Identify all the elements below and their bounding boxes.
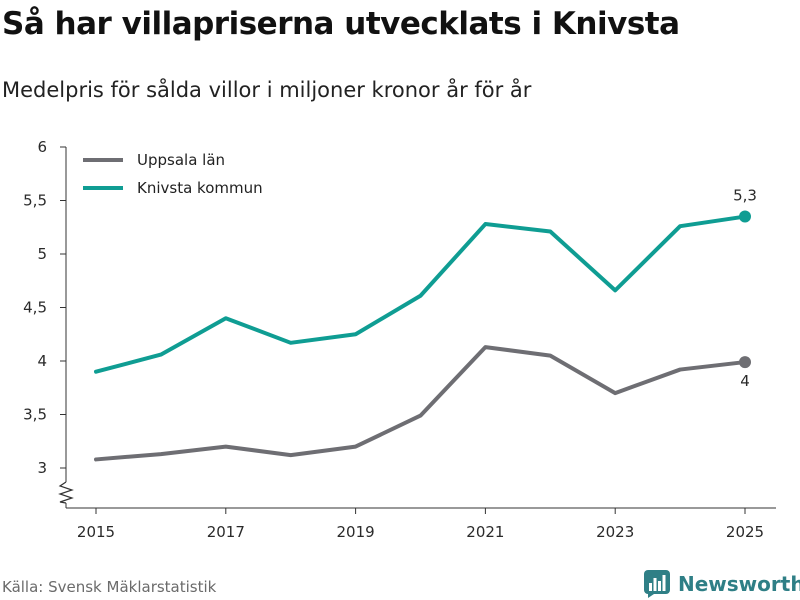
legend-label: Uppsala län — [137, 151, 225, 169]
x-axis: 2015 2017 2019 2021 2023 2025 — [66, 507, 776, 541]
axis-break-marker — [58, 481, 74, 504]
legend: Uppsala län Knivsta kommun — [76, 146, 293, 202]
chart-title: Så har villapriserna utvecklats i Knivst… — [2, 6, 680, 42]
x-tick-label: 2017 — [207, 523, 245, 541]
y-tick-label: 4,5 — [23, 299, 47, 317]
series-end-label: 5,3 — [733, 187, 757, 205]
source-note: Källa: Svensk Mäklarstatistik — [2, 578, 217, 596]
legend-background — [76, 146, 293, 202]
series-end-point — [739, 210, 751, 223]
y-tick-label: 3,5 — [23, 406, 47, 424]
y-tick-label: 4 — [37, 352, 47, 370]
x-tick-label: 2019 — [337, 523, 375, 541]
series-line-knivsta-kommun — [94, 214, 747, 374]
brand-logo: Newsworthy — [644, 570, 800, 598]
legend-label: Knivsta kommun — [137, 179, 263, 197]
x-tick-label: 2025 — [726, 523, 764, 541]
y-axis: 3 3,5 4 4,5 5 5,5 6 — [23, 138, 74, 508]
y-tick-label: 5 — [37, 245, 47, 263]
y-tick-label: 5,5 — [23, 192, 47, 210]
series-layer: 45,3 — [94, 187, 757, 462]
series-end-label: 4 — [740, 372, 750, 390]
line-chart: 3 3,5 4 4,5 5 5,5 6 2015 2017 2019 2021 2023 2025 4… — [23, 138, 776, 541]
x-tick-label: 2015 — [77, 523, 115, 541]
y-tick-label: 3 — [37, 459, 47, 477]
x-tick-label: 2021 — [466, 523, 504, 541]
x-tick-label: 2023 — [596, 523, 634, 541]
brand-name: Newsworthy — [678, 572, 800, 596]
y-tick-label: 6 — [37, 138, 47, 156]
bar-chart-logo-icon — [644, 570, 670, 598]
series-line-uppsala-lan — [94, 345, 747, 462]
chart-subtitle: Medelpris för sålda villor i miljoner kr… — [2, 78, 532, 102]
series-end-point — [739, 356, 751, 369]
